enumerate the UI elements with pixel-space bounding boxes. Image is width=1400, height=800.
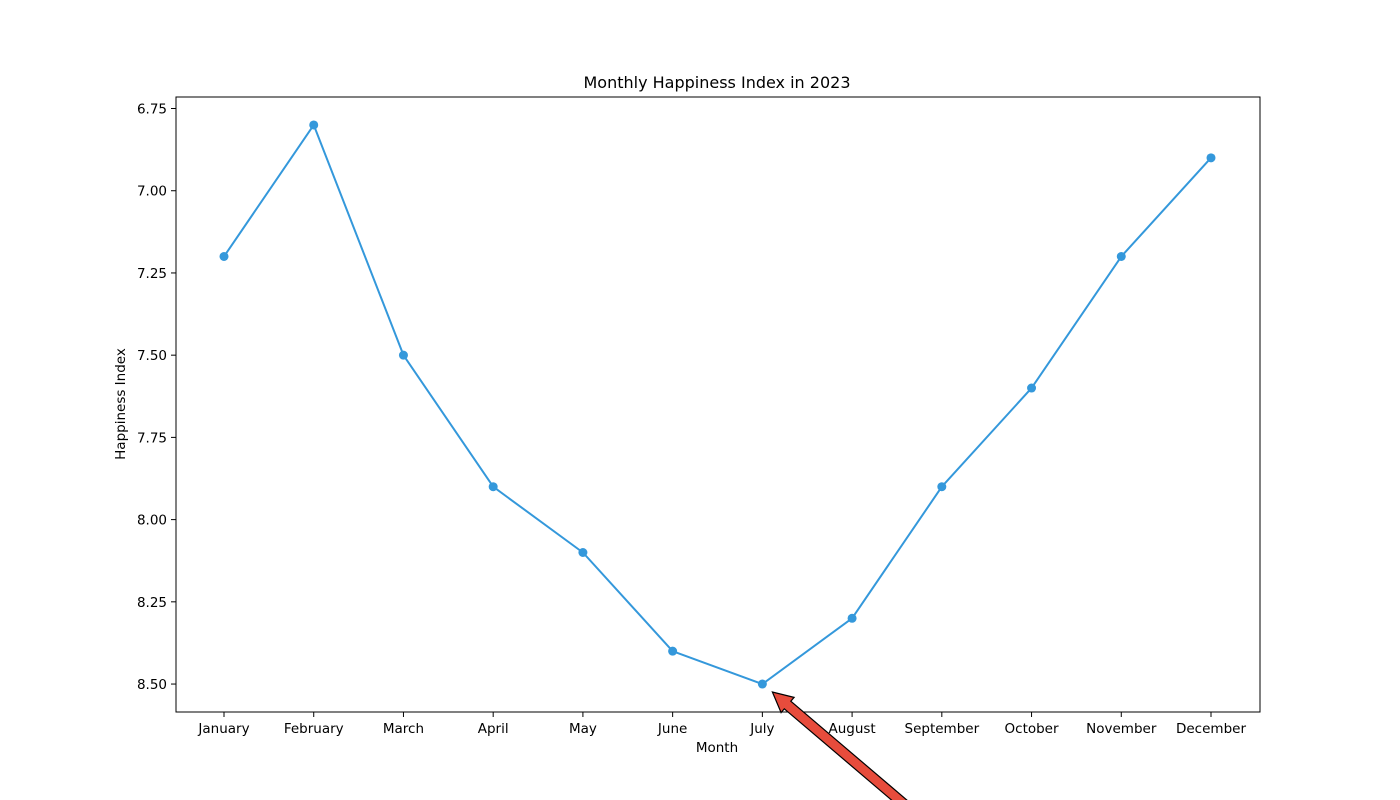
x-tick-label: June — [657, 721, 687, 737]
data-point — [488, 482, 498, 492]
x-tick-label: March — [383, 721, 424, 737]
data-point — [219, 252, 229, 262]
y-tick-label: 8.25 — [137, 595, 167, 611]
x-tick-label: April — [478, 721, 509, 737]
plot-frame — [175, 96, 1261, 713]
y-tick-label: 7.75 — [137, 430, 167, 446]
x-tick-label: November — [1086, 721, 1157, 737]
y-tick-label: 7.00 — [137, 184, 167, 200]
y-tick-label: 8.00 — [137, 513, 167, 529]
x-tick-label: February — [284, 721, 344, 737]
y-tick-label: 8.50 — [137, 677, 167, 693]
x-tick-label: December — [1176, 721, 1246, 737]
x-axis-label: Month — [696, 740, 738, 756]
series-line — [223, 123, 1212, 686]
y-tick-label: 6.75 — [137, 102, 167, 118]
x-tick-label: July — [749, 721, 774, 737]
chart-title: Monthly Happiness Index in 2023 — [583, 73, 850, 92]
data-point — [398, 350, 408, 360]
data-point — [578, 547, 588, 557]
data-point — [309, 120, 319, 130]
data-point — [668, 646, 678, 656]
data-point — [1116, 252, 1126, 262]
y-tick-label: 7.50 — [137, 348, 167, 364]
x-tick-label: August — [828, 721, 875, 737]
data-point — [847, 613, 857, 623]
data-point — [1206, 153, 1216, 163]
x-tick-label: October — [1005, 721, 1059, 737]
data-point — [757, 679, 767, 689]
y-tick-label: 7.25 — [137, 266, 167, 282]
plot-area: 6.75 7.00 7.25 7.50 7.75 8.00 8.25 8.50 January F… — [137, 96, 1261, 800]
x-tick-label: May — [569, 721, 597, 737]
x-tick-label: January — [197, 721, 249, 737]
data-point — [937, 482, 947, 492]
x-tick-label: September — [905, 721, 980, 737]
data-point — [1027, 383, 1037, 393]
annotation-arrow — [771, 691, 908, 800]
y-axis-label: Happiness Index — [113, 348, 129, 460]
